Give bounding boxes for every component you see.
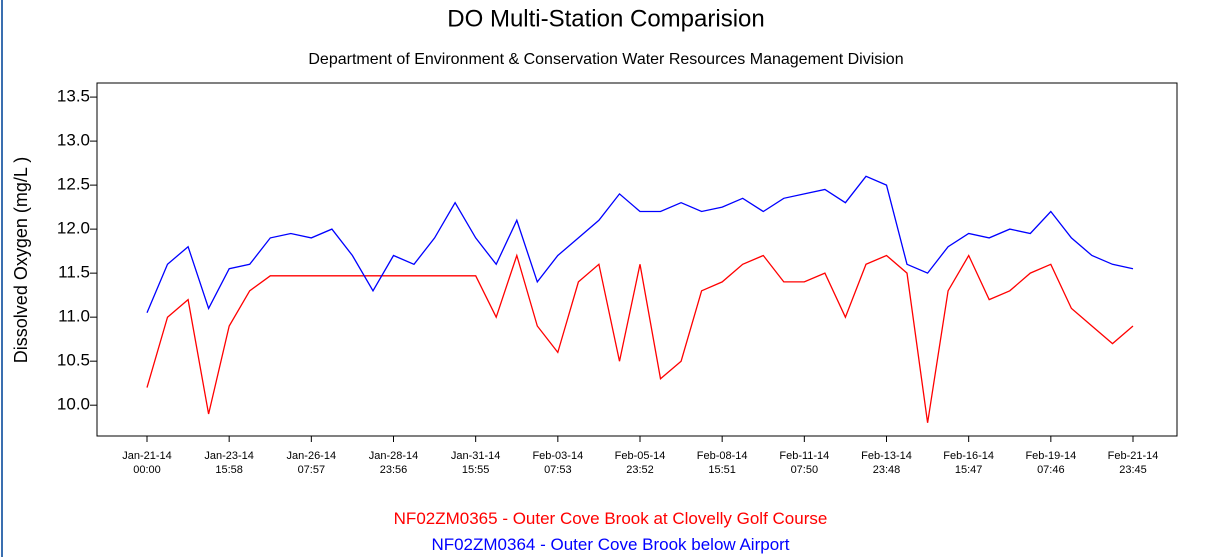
series-line: [146, 175, 1134, 314]
x-tick-label: Feb-05-14 23:52: [614, 450, 666, 476]
y-tick-label: 12.5: [57, 175, 90, 194]
chart-subtitle: Department of Environment & Conservation…: [308, 51, 903, 68]
y-tick-label: 12.0: [57, 219, 90, 238]
x-tick-label: Jan-31-14 15:55: [450, 450, 501, 476]
x-tick-label: Jan-28-14 23:56: [368, 450, 419, 476]
y-tick-label: 11.5: [58, 263, 90, 282]
x-tick-label: Feb-03-14 07:53: [532, 450, 584, 476]
y-tick-label: 13.5: [57, 87, 90, 106]
legend-entry: NF02ZM0365 - Outer Cove Brook at Clovell…: [393, 509, 828, 528]
x-tick-label: Feb-08-14 15:51: [696, 450, 748, 476]
plot-frame: [96, 82, 1178, 437]
chart-title: DO Multi-Station Comparision: [447, 5, 764, 32]
x-tick-label: Jan-23-14 15:58: [204, 450, 254, 476]
y-tick-label: 10.5: [57, 351, 90, 370]
legend-entry: NF02ZM0364 - Outer Cove Brook below Airp…: [431, 535, 790, 554]
x-tick-label: Feb-19-14 07:46: [1025, 450, 1077, 476]
x-tick-label: Jan-26-14 07:57: [286, 450, 337, 476]
series-line: [146, 253, 1134, 423]
x-tick-label: Feb-16-14 15:47: [943, 450, 995, 476]
x-tick-label: Feb-21-14 23:45: [1107, 450, 1159, 476]
y-tick-label: 13.0: [57, 131, 90, 150]
y-tick-label: 11.0: [58, 307, 90, 326]
y-axis-label: Dissolved Oxygen (mg/L ): [11, 157, 31, 363]
y-tick-label: 10.0: [57, 395, 90, 414]
x-tick-label: Feb-13-14 23:48: [861, 450, 912, 476]
x-tick-label: Jan-21-14 00:00: [122, 450, 172, 476]
x-tick-label: Feb-11-14 07:50: [779, 450, 830, 476]
